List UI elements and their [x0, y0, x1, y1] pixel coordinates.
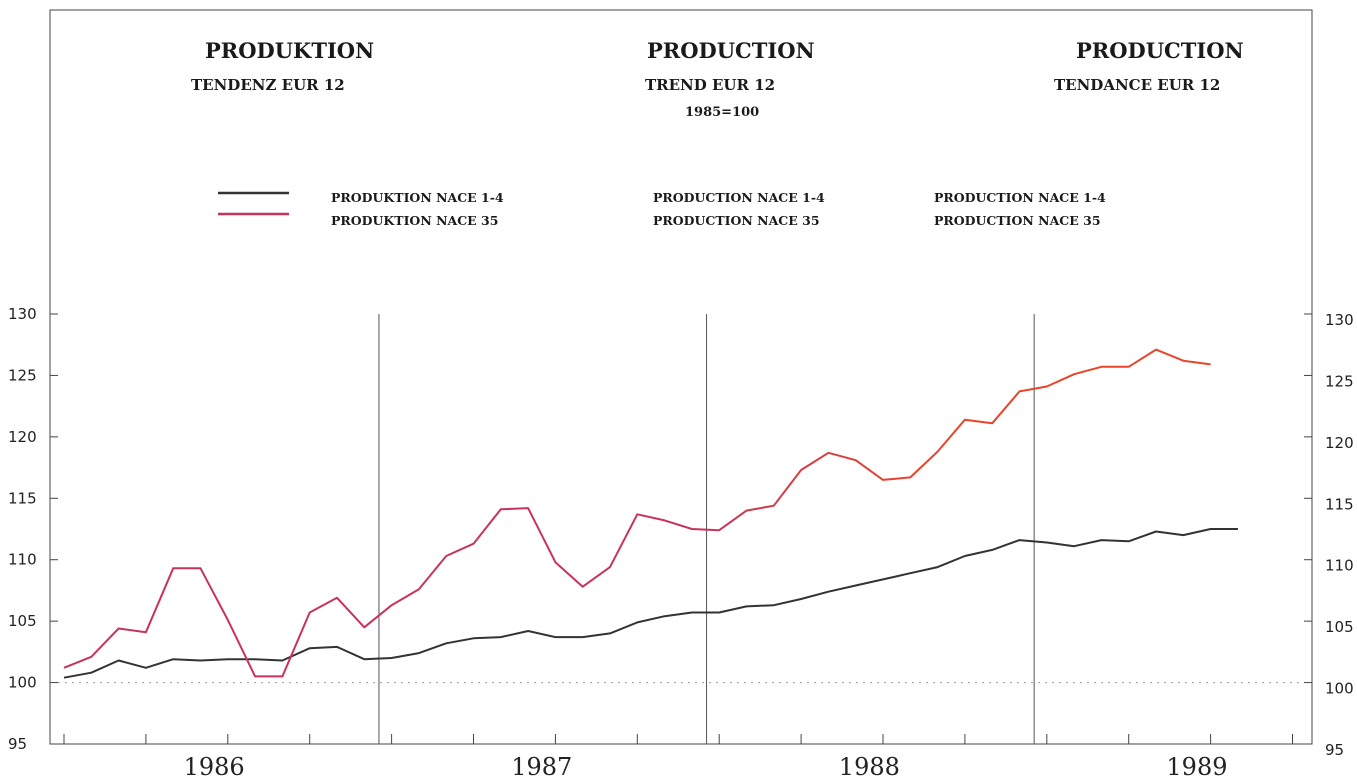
series-layer	[63, 348, 1238, 679]
y-tick-label-left-105: 105	[8, 612, 37, 630]
y-tick-label-right-100: 100	[1325, 680, 1354, 698]
header-title-en: PRODUCTION	[647, 38, 815, 63]
series-line-1	[63, 528, 1238, 679]
x-axis-year-labels: 1986 1987 1988 1989	[184, 753, 1228, 778]
header-base-en: 1985=100	[685, 105, 760, 120]
header-subtitle-de: TENDENZ EUR 12	[191, 76, 345, 94]
y-tick-label-right-105: 105	[1325, 618, 1354, 636]
legend-label-en-2: PRODUCTION NACE 35	[653, 213, 820, 228]
header-title-fr: PRODUCTION	[1076, 38, 1244, 63]
y-tick-label-left-120: 120	[8, 428, 37, 446]
y-tick-label-right-115: 115	[1325, 495, 1354, 513]
legend-swatches	[218, 191, 289, 216]
x-year-label-1988: 1988	[839, 753, 900, 778]
legend-label-fr-1: PRODUCTION NACE 1-4	[934, 190, 1106, 205]
y-axis-right: 95 100 105 110 115 120 125 130	[1304, 311, 1354, 759]
x-axis-ticks	[63, 734, 1293, 744]
legend-label-de-2: PRODUKTION NACE 35	[331, 213, 499, 228]
y-tick-label-right-110: 110	[1325, 557, 1354, 575]
legend-label-en-1: PRODUCTION NACE 1-4	[653, 190, 825, 205]
y-tick-label-left-110: 110	[8, 551, 37, 569]
header-subtitle-en: TREND EUR 12	[645, 76, 776, 94]
header-subtitle-fr: TENDANCE EUR 12	[1054, 76, 1221, 94]
y-axis-left: 95 100 105 110 115 120 125 130	[8, 305, 58, 753]
y-tick-label-left-125: 125	[8, 366, 37, 384]
chart-frame	[49, 9, 1313, 745]
y-tick-label-right-120: 120	[1325, 434, 1354, 452]
y-tick-label-right-130: 130	[1325, 311, 1354, 329]
y-tick-label-left-115: 115	[8, 489, 37, 507]
x-year-label-1986: 1986	[184, 753, 245, 778]
y-tick-label-left-130: 130	[8, 305, 37, 323]
x-year-label-1989: 1989	[1166, 753, 1227, 778]
x-year-label-1987: 1987	[511, 753, 572, 778]
legend-label-fr-2: PRODUCTION NACE 35	[934, 213, 1101, 228]
y-tick-label-left-95: 95	[8, 735, 27, 753]
y-tick-label-right-125: 125	[1325, 372, 1354, 390]
y-tick-label-right-95: 95	[1325, 741, 1344, 759]
header-title-de: PRODUKTION	[205, 38, 375, 63]
y-tick-label-left-100: 100	[8, 674, 37, 692]
legend-label-de-1: PRODUKTION NACE 1-4	[331, 190, 504, 205]
series-line-2	[63, 348, 1211, 678]
